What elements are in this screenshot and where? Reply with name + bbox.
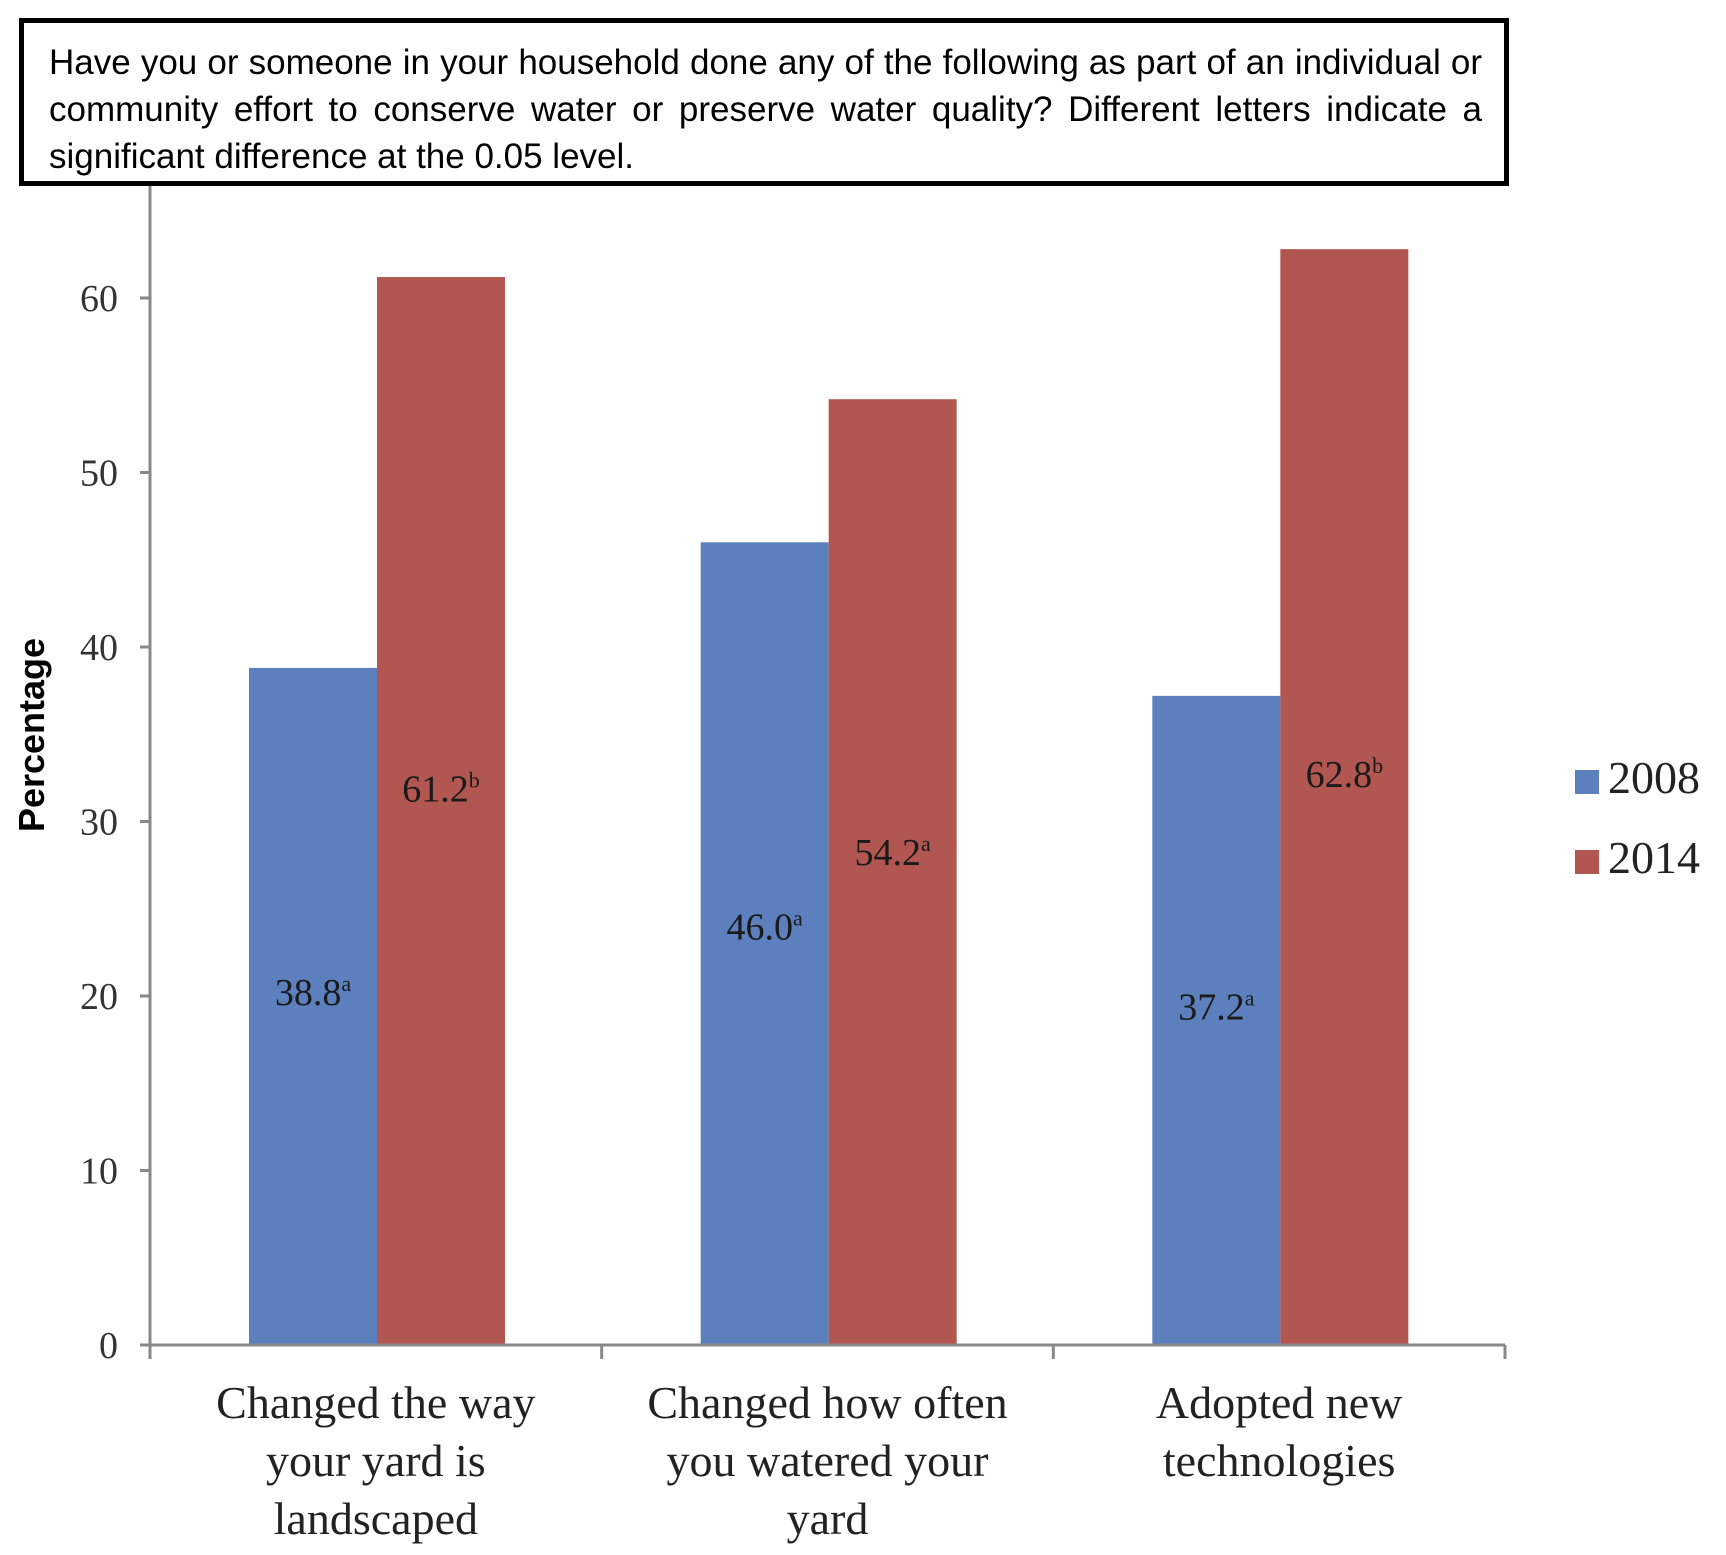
bar-2008-1 bbox=[700, 542, 829, 1345]
x-tick-label-0: Changed the way your yard is landscaped bbox=[216, 1377, 535, 1544]
bar-2008-2 bbox=[1152, 695, 1281, 1345]
x-tick-label-1: Changed how often you watered your yard bbox=[647, 1377, 1007, 1544]
legend: 2008 2014 bbox=[1575, 752, 1700, 883]
y-tick-label-0: 0 bbox=[99, 1325, 118, 1367]
data-label-2008-2: 37.2a bbox=[1178, 985, 1255, 1028]
legend-label-2008: 2008 bbox=[1608, 752, 1700, 803]
data-label-2014-1: 54.2a bbox=[855, 831, 932, 874]
y-tick-label-10: 10 bbox=[80, 1151, 118, 1193]
y-tick-label-20: 20 bbox=[80, 976, 118, 1018]
y-tick-label-60: 60 bbox=[80, 278, 118, 320]
legend-label-2014: 2014 bbox=[1608, 832, 1700, 883]
y-axis-label: Percentage bbox=[11, 638, 52, 832]
value-labels-group: 38.8a 61.2b 46.0a 54.2a 37.2a 62.8b bbox=[275, 753, 1383, 1028]
bar-2008-0 bbox=[249, 667, 377, 1345]
data-label-2008-1: 46.0a bbox=[727, 906, 804, 949]
x-tick-label-2: Adopted new technologies bbox=[1156, 1377, 1403, 1486]
y-tick-label-30: 30 bbox=[80, 802, 118, 844]
y-tick-label-50: 50 bbox=[80, 453, 118, 495]
question-text: Have you or someone in your household do… bbox=[19, 18, 1509, 186]
data-label-2014-0: 61.2b bbox=[402, 768, 480, 811]
legend-swatch-2014 bbox=[1575, 850, 1599, 874]
y-tick-label-40: 40 bbox=[80, 627, 118, 669]
x-axis: Changed the way your yard is landscaped Cha… bbox=[148, 1343, 1507, 1544]
data-label-2008-0: 38.8a bbox=[275, 971, 352, 1014]
bar-2014-0 bbox=[377, 277, 505, 1345]
bar-2014-1 bbox=[828, 399, 957, 1346]
y-axis: 0 10 20 30 40 50 60 bbox=[80, 185, 152, 1367]
bars-group bbox=[249, 249, 1409, 1346]
legend-swatch-2008 bbox=[1575, 770, 1599, 794]
bar-2014-2 bbox=[1280, 249, 1409, 1345]
data-label-2014-2: 62.8b bbox=[1306, 753, 1384, 796]
